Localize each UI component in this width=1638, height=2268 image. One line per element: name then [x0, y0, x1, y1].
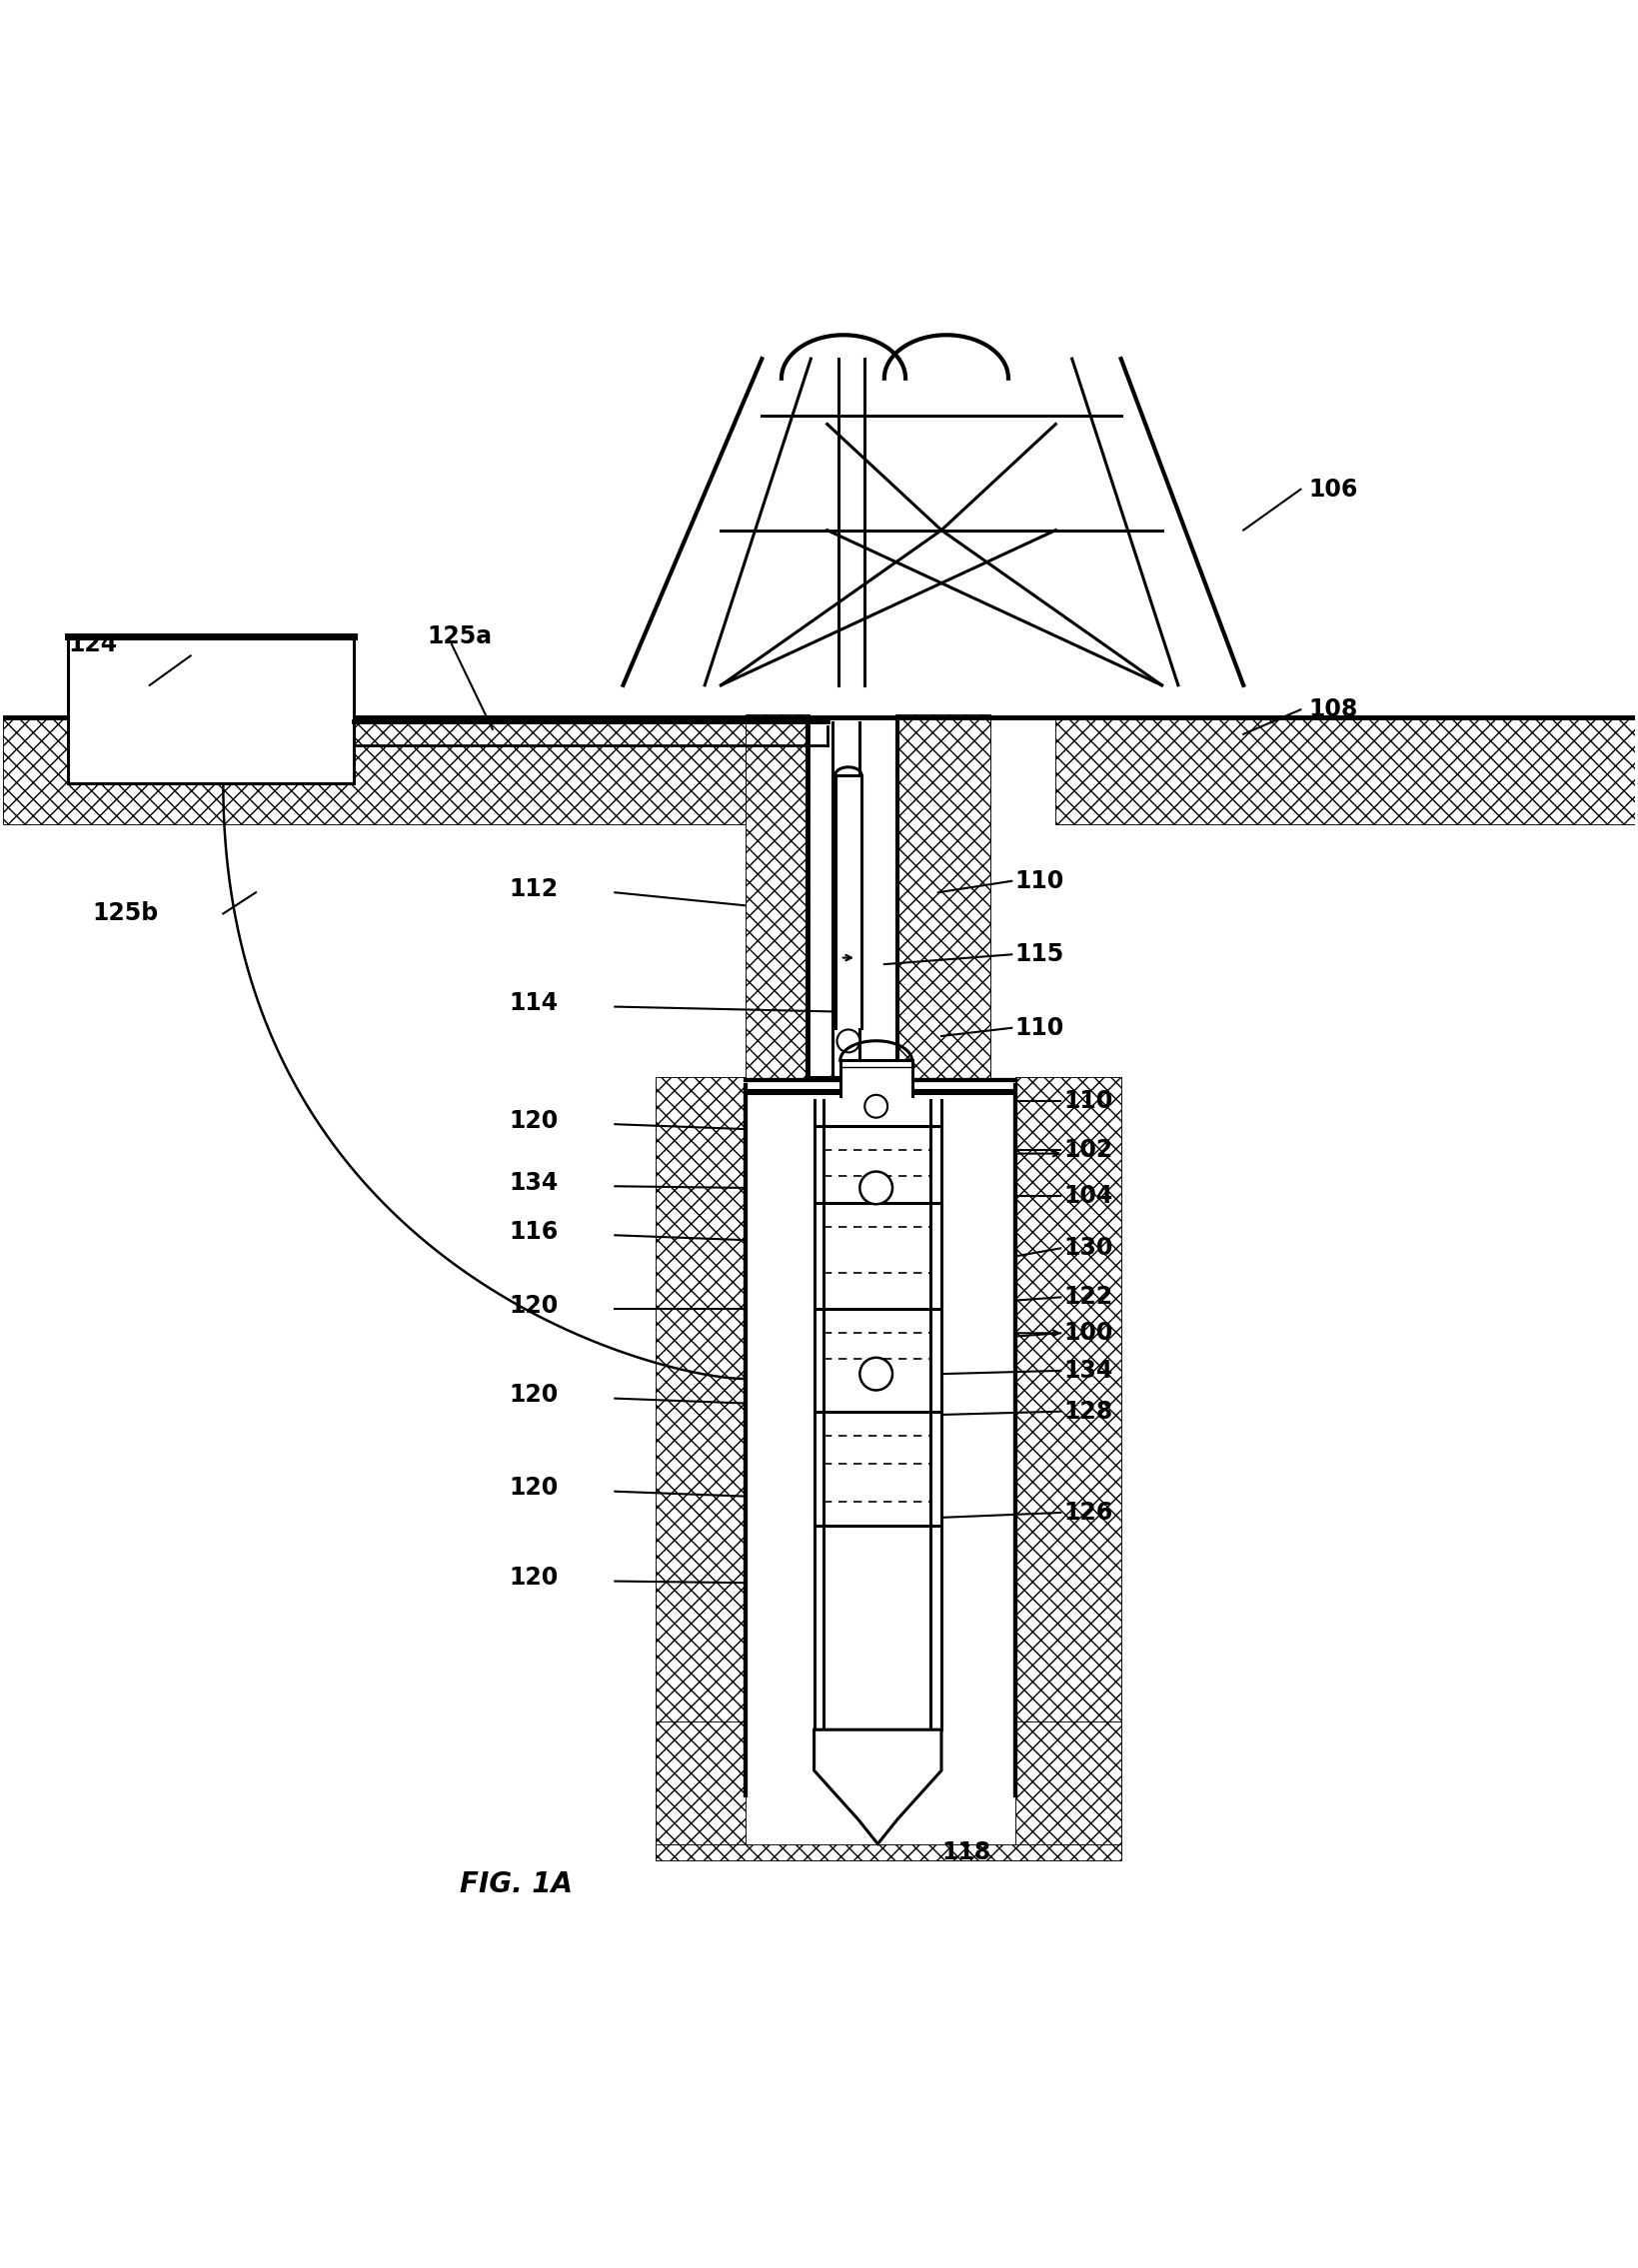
Text: 125b: 125b [93, 903, 159, 925]
Text: 134: 134 [509, 1170, 559, 1195]
Text: 118: 118 [942, 1839, 991, 1864]
Text: 124: 124 [69, 633, 118, 655]
Bar [3, 719, 803, 823]
Bar [745, 1080, 1016, 1794]
Bar [814, 1100, 942, 1730]
Text: 104: 104 [1063, 1184, 1114, 1209]
Text: 120: 120 [509, 1109, 559, 1134]
Text: FIG. 1A: FIG. 1A [460, 1871, 573, 1898]
Bar [840, 1061, 912, 1095]
Bar [655, 1721, 745, 1853]
Text: 116: 116 [509, 1220, 559, 1243]
Bar [1057, 719, 1635, 823]
Text: 106: 106 [1309, 476, 1358, 501]
Text: 126: 126 [1063, 1501, 1114, 1524]
Circle shape [860, 1173, 893, 1204]
Bar [824, 1100, 930, 1730]
Bar [1016, 1077, 1120, 1794]
Text: 112: 112 [509, 878, 559, 900]
Bar [655, 1077, 745, 1794]
Bar [745, 714, 809, 1093]
Text: 128: 128 [1063, 1399, 1114, 1424]
Text: 120: 120 [509, 1383, 559, 1406]
Text: 130: 130 [1063, 1236, 1114, 1261]
Text: 102: 102 [1063, 1139, 1114, 1161]
Text: 120: 120 [509, 1565, 559, 1590]
Polygon shape [814, 1730, 942, 1844]
Bar [655, 1844, 1120, 1860]
Text: 125a: 125a [428, 624, 493, 649]
Bar [69, 637, 354, 782]
Bar [896, 714, 991, 1093]
Text: 122: 122 [1063, 1286, 1112, 1309]
Text: 115: 115 [1016, 943, 1065, 966]
Text: 110: 110 [1016, 869, 1065, 894]
Text: 110: 110 [1063, 1089, 1114, 1114]
Text: 100: 100 [1063, 1322, 1114, 1345]
Text: 134: 134 [1063, 1359, 1114, 1383]
Text: 120: 120 [509, 1293, 559, 1318]
Text: 120: 120 [509, 1476, 559, 1499]
Text: 114: 114 [509, 991, 559, 1016]
Bar [835, 776, 862, 1027]
Bar [832, 723, 860, 1077]
Bar [1016, 1721, 1120, 1853]
Text: 108: 108 [1309, 699, 1358, 721]
Circle shape [865, 1095, 888, 1118]
Circle shape [837, 1030, 860, 1052]
Circle shape [860, 1359, 893, 1390]
Text: 110: 110 [1016, 1016, 1065, 1041]
Polygon shape [781, 336, 1009, 379]
